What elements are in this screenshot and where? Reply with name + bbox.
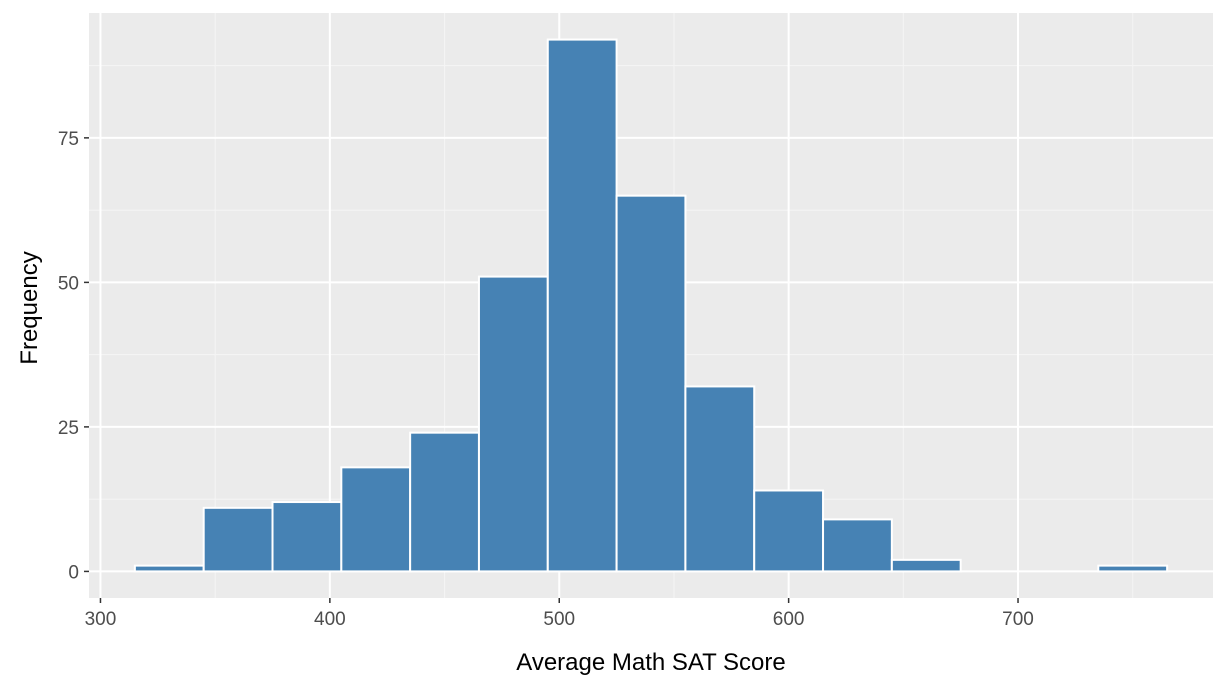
y-axis: 0 25 50 75	[58, 129, 89, 583]
histogram-bar	[133, 564, 205, 573]
histogram-bar	[822, 518, 893, 573]
histogram-bar	[546, 38, 618, 573]
x-tick-label: 500	[543, 609, 575, 630]
histogram-bar	[890, 558, 962, 573]
histogram-bar	[477, 275, 549, 573]
histogram-bar	[271, 501, 343, 573]
y-tick-label: 25	[58, 418, 79, 439]
histogram-bar	[1097, 564, 1169, 573]
y-tick-label: 0	[68, 562, 79, 583]
histogram-bars	[133, 38, 1169, 573]
x-axis: 300 400 500 600 700	[85, 598, 1034, 630]
histogram-bar	[615, 194, 687, 573]
histogram-bar	[202, 506, 274, 573]
y-tick-label: 50	[58, 273, 79, 294]
x-tick-label: 300	[85, 609, 117, 630]
histogram-bar	[753, 489, 825, 573]
histogram-bar	[684, 385, 756, 573]
x-axis-title: Average Math SAT Score	[516, 649, 785, 676]
y-tick-label: 75	[58, 129, 79, 150]
x-tick-label: 700	[1002, 609, 1034, 630]
y-axis-title: Frequency	[16, 251, 43, 364]
x-tick-label: 600	[773, 609, 805, 630]
histogram-bar	[340, 466, 412, 573]
histogram-bar	[409, 431, 480, 573]
x-tick-label: 400	[314, 609, 346, 630]
